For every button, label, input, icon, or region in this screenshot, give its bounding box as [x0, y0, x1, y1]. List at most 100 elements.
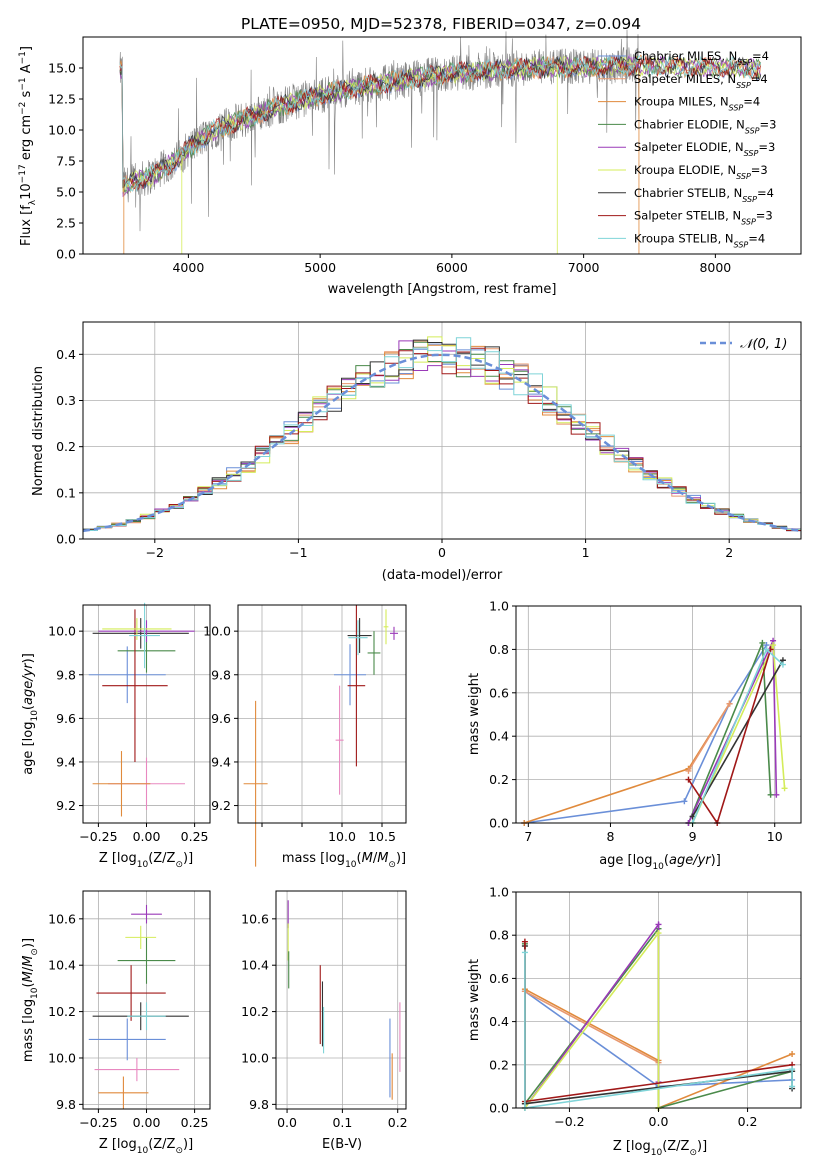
weight-marker: [789, 1051, 796, 1057]
weight-vs-z-xlabel: Z [log10(Z/Z⊙)]: [613, 1139, 707, 1158]
x-tick-label: 0.1: [332, 1115, 352, 1130]
weight-line: [691, 659, 784, 817]
weight-line: [687, 703, 731, 772]
y-tick-label: 9.8: [56, 1097, 76, 1112]
residual-xlabel: (data-model)/error: [382, 568, 503, 583]
y-tick-label: 15.0: [48, 61, 76, 76]
spectrum-ylabel: Flux [fλ10−17 erg cm−2 s−1 A−1]: [18, 46, 38, 246]
weight-marker: [521, 938, 528, 945]
weight-vs-age-xlabel: age [log10(age/yr)]: [599, 853, 721, 872]
weight-vs-z-lines: [521, 921, 796, 1111]
y-tick-label: 10.6: [48, 911, 76, 926]
weight-marker: [789, 1083, 796, 1090]
x-tick-label: 8: [606, 829, 614, 844]
weight-marker: [770, 642, 777, 649]
y-tick-label: 9.6: [211, 711, 231, 726]
legend-label-suffix: =4: [752, 49, 769, 63]
x-tick-label: 0.0: [649, 1114, 669, 1129]
x-tick-label: 9: [689, 829, 697, 844]
x-tick-label: 0.00: [133, 1115, 161, 1130]
y-tick-label: 0.6: [489, 971, 509, 986]
weight-marker: [781, 785, 788, 792]
age-ylabel: age [log10(age/yr)]: [21, 653, 40, 775]
legend-label: Salpeter MILES, NSSP=4: [634, 72, 768, 90]
y-tick-label: 9.4: [56, 754, 76, 769]
legend-label-sub: SSP: [745, 126, 760, 135]
age-vs-mass-points: [243, 605, 398, 867]
residual-legend: 𝒩(0, 1): [700, 337, 787, 352]
residual-ylabel: Normed distribution: [31, 366, 46, 496]
weight-marker: [681, 798, 688, 805]
x-tick-label: 1: [582, 545, 590, 560]
x-tick-label: 6000: [436, 260, 468, 275]
weight-marker: [521, 949, 528, 956]
legend-label-sub: SSP: [737, 58, 752, 67]
legend-label-text: Chabrier MILES, N: [634, 49, 737, 63]
legend-label-text: Salpeter ELODIE, N: [634, 140, 744, 154]
legend-label-suffix: =4: [748, 231, 765, 245]
weight-vs-age-panel: 7 8 9 10 0.0 0.2 0.4 0.6 0.8 1.0 age [log10(age/y…: [467, 599, 802, 872]
y-tick-label: 9.2: [211, 798, 231, 813]
legend-label-suffix: =4: [743, 95, 760, 109]
spectrum-panel: 4000 5000 6000 7000 8000 0.0 2.5 5.0 7.5 10.0 12.5…: [18, 29, 802, 297]
x-tick-label: −1: [289, 545, 307, 560]
x-tick-label: 4000: [172, 260, 204, 275]
age-vs-mass-panel: 10.0 10.5 9.2 9.4 9.6 9.8 10.0 mass [log10(M/M…: [203, 604, 407, 870]
y-tick-label: 2.5: [56, 216, 76, 231]
age-vs-z-panel: −0.25 0.00 0.25 9.2 9.4 9.6 9.8 10.0 Z [log10(Z…: [21, 602, 211, 870]
weight-marker: [759, 639, 766, 646]
model-spectrum: [119, 55, 762, 193]
y-tick-label: 0.4: [489, 1014, 509, 1029]
legend-label-suffix: =4: [757, 186, 774, 200]
weight-marker: [685, 767, 692, 774]
mass-vs-z-xlabel: Z [log10(Z/Z⊙)]: [99, 1137, 193, 1156]
weight-line: [524, 952, 793, 1109]
x-tick-label: 0.00: [133, 829, 161, 844]
x-tick-label: 7000: [568, 260, 600, 275]
spectrum-lines: [119, 29, 762, 254]
legend-label-text: Kroupa STELIB, N: [634, 231, 734, 245]
y-tick-label: 9.8: [56, 667, 76, 682]
x-tick-label: 10: [767, 829, 783, 844]
y-tick-label: 10.6: [241, 911, 269, 926]
x-tick-label: 10.0: [328, 829, 356, 844]
legend-label-text: Chabrier STELIB, N: [634, 186, 742, 200]
weight-line: [524, 990, 659, 1064]
x-tick-label: −0.25: [79, 1115, 117, 1130]
figure-title: PLATE=0950, MJD=52378, FIBERID=0347, z=0…: [241, 15, 641, 33]
x-tick-label: −0.25: [79, 829, 117, 844]
weight-vs-age-lines: [521, 637, 788, 826]
mass-vs-z-panel: −0.25 0.00 0.25 9.8 10.0 10.2 10.4 10.6 Z [log1…: [21, 890, 211, 1156]
y-tick-label: 0.6: [489, 685, 509, 700]
y-tick-label: 9.8: [211, 667, 231, 682]
weight-vs-age-ylabel: mass weight: [467, 673, 482, 755]
x-tick-label: −2: [146, 545, 164, 560]
weight-vs-z-ylabel: mass weight: [467, 959, 482, 1041]
legend-label-sub: SSP: [736, 80, 751, 89]
x-tick-label: 0.25: [181, 829, 209, 844]
y-tick-label: 0.0: [489, 816, 509, 831]
y-tick-label: 1.0: [489, 599, 509, 614]
mass-vs-ebv-points: [287, 900, 401, 1100]
weight-marker: [763, 646, 770, 653]
legend-label-text: Salpeter STELIB, N: [634, 209, 741, 223]
legend-label-sub: SSP: [736, 172, 751, 181]
x-tick-label: −0.2: [554, 1114, 584, 1129]
x-tick-label: 0: [438, 545, 446, 560]
y-tick-label: 7.5: [56, 154, 76, 169]
y-tick-label: 0.0: [56, 247, 76, 262]
spectrum-xlabel: wavelength [Angstrom, rest frame]: [328, 282, 557, 297]
y-tick-label: 9.8: [249, 1097, 269, 1112]
mass-vs-z-points: [88, 904, 189, 1109]
age-vs-mass-xlabel: mass [log10(M/M⊙)]: [282, 851, 406, 870]
y-tick-label: 0.0: [489, 1101, 509, 1116]
legend-label-sub: SSP: [742, 194, 757, 203]
y-tick-label: 0.4: [489, 729, 509, 744]
y-tick-label: 10.4: [241, 958, 269, 973]
model-spectrum: [119, 54, 762, 189]
legend-label-text: Chabrier ELODIE, N: [634, 117, 745, 131]
legend-label-sub: SSP: [734, 240, 749, 249]
y-tick-label: 10.0: [48, 123, 76, 138]
y-tick-label: 0.8: [489, 928, 509, 943]
